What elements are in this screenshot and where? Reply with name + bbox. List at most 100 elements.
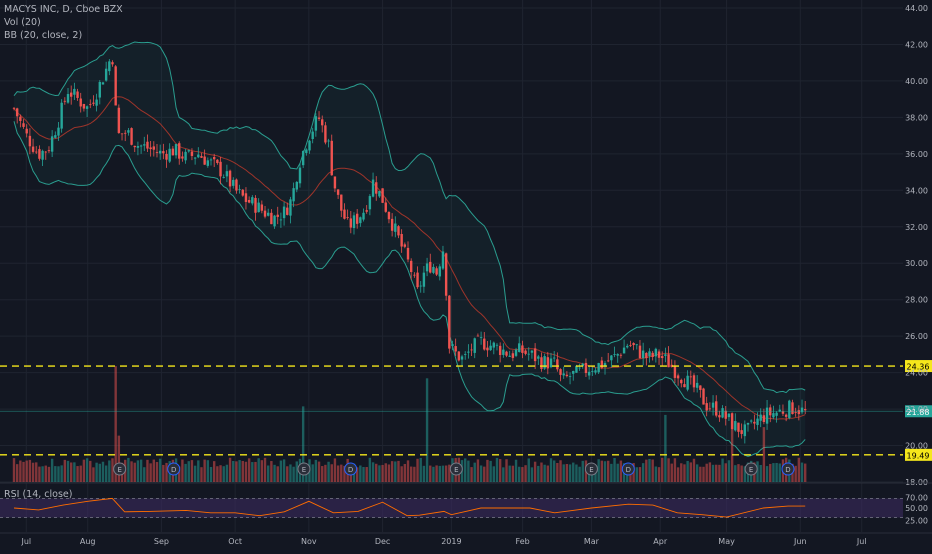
volume-bar	[279, 460, 283, 482]
bollinger-legend[interactable]: BB (20, close, 2)	[4, 30, 83, 41]
volume-bar	[511, 465, 515, 482]
candle-body	[537, 356, 540, 359]
last-price-bg	[905, 405, 932, 418]
volume-bar	[683, 464, 686, 482]
candle-body	[565, 374, 569, 377]
volume-bar	[187, 461, 190, 482]
candle-body	[473, 338, 476, 353]
candle-body	[63, 100, 67, 102]
event-marker	[167, 462, 181, 476]
candle-body	[753, 421, 756, 424]
candle-body	[559, 369, 562, 375]
candle-body	[38, 149, 41, 159]
volume-bar	[689, 462, 693, 482]
volume-bar	[429, 465, 432, 482]
volume-bar	[772, 463, 775, 482]
candle-body	[645, 352, 648, 358]
candle-body	[76, 91, 79, 98]
rsi-legend[interactable]: RSI (14, close)	[4, 489, 73, 500]
candle-body	[270, 212, 273, 225]
candle-body	[35, 151, 38, 153]
candle-body	[721, 408, 724, 418]
volume-bar	[219, 465, 222, 482]
price-tick-label: 32.00	[905, 223, 928, 232]
chart-title[interactable]: MACYS INC, D, Cboe BZX	[4, 4, 123, 15]
volume-bar	[438, 465, 441, 482]
candle-body	[397, 226, 400, 236]
volume-bar	[397, 460, 400, 482]
candle-body	[791, 402, 794, 415]
candle-body	[292, 188, 295, 202]
candle-body	[327, 140, 330, 142]
volume-legend[interactable]: Vol (20)	[4, 17, 41, 28]
candle-body	[267, 212, 270, 216]
candle-body	[155, 152, 159, 153]
candle-body	[568, 376, 572, 377]
volume-bar	[38, 466, 41, 482]
candle-body	[635, 344, 638, 346]
volume-bar	[244, 461, 248, 482]
candle-body	[301, 151, 305, 166]
candle-body	[406, 247, 410, 260]
candle-body	[54, 135, 57, 138]
candle-body	[238, 189, 241, 190]
candle-body	[187, 150, 190, 152]
candle-body	[403, 244, 407, 247]
level-label-bg	[905, 360, 932, 373]
volume-bar	[247, 458, 251, 482]
candle-body	[152, 146, 156, 150]
event-marker	[584, 462, 598, 476]
volume-bar	[57, 466, 60, 482]
volume-bar	[336, 465, 340, 482]
volume-bar	[143, 467, 146, 482]
volume-bar	[638, 467, 642, 482]
volume-bar	[610, 463, 613, 482]
candle-body	[130, 128, 133, 145]
volume-bar	[502, 467, 505, 482]
volume-bar	[406, 460, 410, 482]
volume-bar	[734, 465, 737, 482]
level-label: 19.49	[907, 451, 930, 460]
volume-bar	[616, 463, 619, 482]
volume-bar	[114, 366, 117, 482]
volume-bar	[486, 459, 489, 482]
volume-bar	[95, 462, 98, 482]
candle-body	[168, 148, 171, 162]
level-label-bg	[905, 448, 932, 461]
volume-bar	[775, 462, 778, 482]
event-marker-label: E	[749, 466, 753, 474]
volume-bar	[762, 427, 766, 482]
volume-bar	[654, 466, 658, 482]
volume-bar	[479, 465, 483, 482]
volume-bar	[492, 466, 496, 482]
volume-bar	[581, 460, 584, 482]
volume-bar	[327, 461, 330, 482]
volume-bar	[12, 458, 16, 482]
candle-body	[19, 116, 22, 121]
candle-body	[73, 88, 76, 95]
candle-body	[251, 197, 254, 204]
volume-bar	[724, 463, 727, 482]
candle-body	[743, 424, 747, 437]
volume-bar	[63, 459, 67, 482]
volume-bar	[203, 459, 206, 482]
volume-bar	[651, 459, 654, 482]
candle-body	[508, 355, 511, 357]
volume-bar	[699, 466, 702, 482]
volume-bar	[530, 467, 534, 482]
volume-bar	[127, 457, 130, 482]
volume-bar	[692, 458, 696, 482]
candle-body	[530, 350, 534, 353]
candle-body	[79, 98, 82, 107]
volume-bar	[562, 464, 565, 482]
candle-body	[235, 179, 238, 191]
candle-body	[66, 94, 70, 103]
last-price-label: 21.88	[907, 408, 930, 417]
volume-bar	[162, 464, 165, 482]
price-tick-label: 22.00	[905, 405, 928, 414]
price-tick-label: 20.00	[905, 442, 928, 451]
volume-bar	[664, 414, 667, 482]
volume-bar	[206, 460, 210, 482]
rsi-tick-label: 25.00	[905, 516, 928, 525]
